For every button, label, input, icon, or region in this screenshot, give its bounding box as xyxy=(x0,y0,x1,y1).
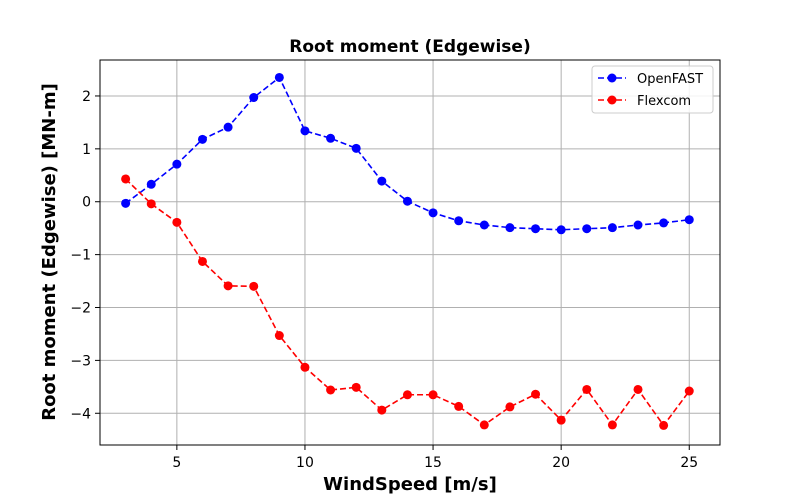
grid xyxy=(100,60,720,445)
data-point-openfast xyxy=(582,224,592,234)
data-point-openfast xyxy=(454,216,464,226)
data-point-flexcom xyxy=(146,199,156,209)
x-axis-label: WindSpeed [m/s] xyxy=(323,474,497,495)
legend-label-flexcom: Flexcom xyxy=(637,94,691,109)
data-point-flexcom xyxy=(326,385,336,395)
y-tick-label: −2 xyxy=(70,301,91,317)
data-point-flexcom xyxy=(531,389,541,399)
series-line-flexcom xyxy=(125,178,690,427)
data-point-flexcom xyxy=(300,362,310,372)
chart-title: Root moment (Edgewise) xyxy=(289,37,530,57)
data-point-openfast xyxy=(197,134,207,144)
data-point-openfast xyxy=(300,126,310,136)
data-point-flexcom xyxy=(402,390,412,400)
y-tick-label: −3 xyxy=(70,353,91,369)
data-point-openfast xyxy=(479,220,489,230)
y-tick-label: −1 xyxy=(70,248,91,264)
data-point-openfast xyxy=(249,93,259,103)
data-point-flexcom xyxy=(223,281,233,291)
data-point-flexcom xyxy=(582,384,592,394)
data-point-flexcom xyxy=(479,420,489,430)
legend-label-openfast: OpenFAST xyxy=(637,72,703,87)
data-point-openfast xyxy=(326,133,336,143)
y-tick-label: 0 xyxy=(82,195,91,211)
plot-series xyxy=(121,72,694,430)
data-point-openfast xyxy=(659,218,669,228)
data-point-openfast xyxy=(146,179,156,189)
y-axis-label: Root moment (Edgewise) [MN-m] xyxy=(39,83,60,421)
data-point-flexcom xyxy=(428,390,438,400)
data-point-openfast xyxy=(121,198,131,208)
x-tick-label: 10 xyxy=(296,455,314,471)
legend-item-openfast: OpenFAST xyxy=(598,72,703,87)
x-tick-label: 5 xyxy=(172,455,181,471)
data-point-openfast xyxy=(633,220,643,230)
x-tick-label: 25 xyxy=(680,455,698,471)
legend-item-flexcom: Flexcom xyxy=(598,94,691,109)
data-point-openfast xyxy=(607,223,617,233)
data-point-openfast xyxy=(402,196,412,206)
data-point-flexcom xyxy=(121,174,131,184)
data-point-flexcom xyxy=(505,402,515,412)
y-tick-label: 2 xyxy=(82,89,91,105)
x-tick-label: 15 xyxy=(424,455,442,471)
data-point-openfast xyxy=(531,224,541,234)
data-point-flexcom xyxy=(274,331,284,341)
data-point-openfast xyxy=(428,208,438,218)
data-point-flexcom xyxy=(556,415,566,425)
legend-marker-openfast xyxy=(607,73,617,83)
legend: OpenFAST Flexcom xyxy=(591,65,714,114)
data-point-flexcom xyxy=(454,401,464,411)
data-point-flexcom xyxy=(249,281,259,291)
data-point-flexcom xyxy=(607,420,617,430)
data-point-flexcom xyxy=(197,256,207,266)
legend-box xyxy=(591,65,714,114)
y-tick-label: −4 xyxy=(70,406,91,422)
data-point-flexcom xyxy=(377,405,387,415)
data-point-flexcom xyxy=(633,384,643,394)
axis-ticks: 5 10 15 20 25 −4 −3 −2 −1 0 1 2 xyxy=(70,89,698,471)
data-point-openfast xyxy=(684,215,694,225)
plot-area-frame xyxy=(99,59,721,446)
x-tick-label: 20 xyxy=(552,455,570,471)
data-point-openfast xyxy=(172,159,182,169)
data-point-openfast xyxy=(377,176,387,186)
data-point-flexcom xyxy=(172,217,182,227)
data-point-openfast xyxy=(351,143,361,153)
data-point-flexcom xyxy=(684,386,694,396)
series-flexcom xyxy=(121,174,694,430)
data-point-openfast xyxy=(274,72,284,82)
y-tick-label: 1 xyxy=(82,142,91,158)
data-point-flexcom xyxy=(659,420,669,430)
data-point-flexcom xyxy=(351,382,361,392)
series-openfast xyxy=(121,72,694,235)
data-point-openfast xyxy=(556,225,566,235)
data-point-openfast xyxy=(223,122,233,132)
data-point-openfast xyxy=(505,223,515,233)
legend-marker-flexcom xyxy=(607,95,617,105)
